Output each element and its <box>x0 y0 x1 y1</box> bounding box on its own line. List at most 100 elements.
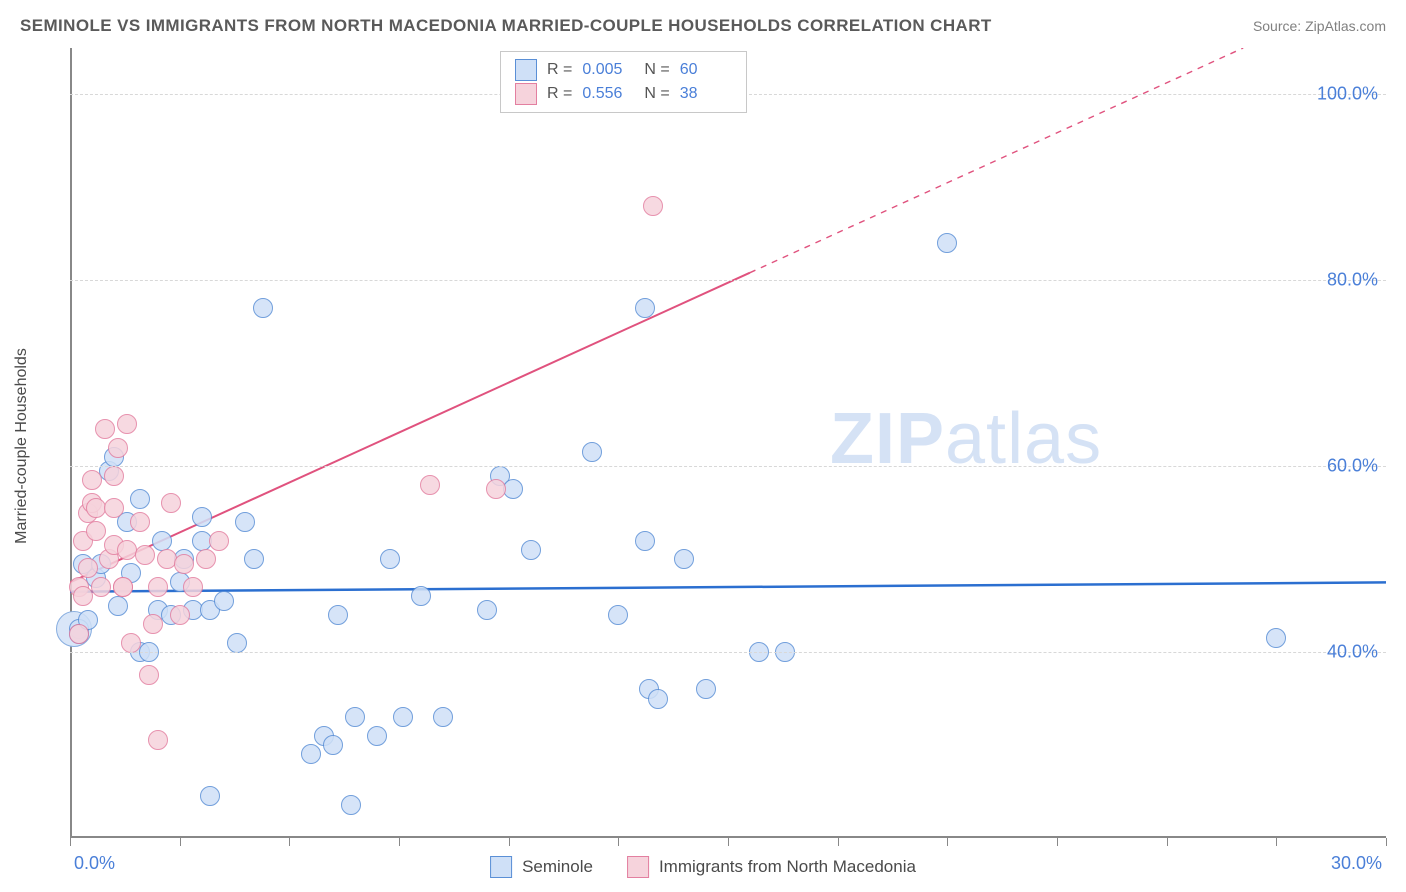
x-tick <box>1276 838 1277 846</box>
scatter-point <box>244 549 264 569</box>
y-tick-label: 60.0% <box>1327 456 1378 477</box>
scatter-point <box>161 493 181 513</box>
x-tick <box>289 838 290 846</box>
n-label: N = <box>644 82 669 106</box>
r-value-seminole: 0.005 <box>582 58 634 82</box>
scatter-point <box>152 531 172 551</box>
stats-row-macedonia: R = 0.556 N = 38 <box>515 82 732 106</box>
x-tick <box>1057 838 1058 846</box>
scatter-point <box>192 507 212 527</box>
y-axis-title: Married-couple Households <box>13 348 31 544</box>
plot-area: ZIPatlas 40.0%60.0%80.0%100.0% R = 0.005… <box>70 48 1386 838</box>
scatter-point <box>937 233 957 253</box>
x-tick <box>728 838 729 846</box>
y-tick-label: 40.0% <box>1327 642 1378 663</box>
scatter-point <box>91 577 111 597</box>
series-legend: Seminole Immigrants from North Macedonia <box>490 856 916 878</box>
scatter-point <box>214 591 234 611</box>
swatch-macedonia <box>627 856 649 878</box>
scatter-point <box>104 466 124 486</box>
scatter-point <box>582 442 602 462</box>
x-tick <box>1386 838 1387 846</box>
trend-lines <box>70 48 1386 838</box>
scatter-point <box>227 633 247 653</box>
gridline <box>70 466 1386 467</box>
x-tick <box>618 838 619 846</box>
scatter-point <box>148 577 168 597</box>
x-tick <box>838 838 839 846</box>
scatter-point <box>183 577 203 597</box>
scatter-point <box>235 512 255 532</box>
scatter-point <box>86 521 106 541</box>
scatter-point <box>121 633 141 653</box>
scatter-point <box>648 689 668 709</box>
y-tick-label: 80.0% <box>1327 270 1378 291</box>
gridline <box>70 652 1386 653</box>
scatter-point <box>69 624 89 644</box>
scatter-point <box>696 679 716 699</box>
scatter-point <box>104 498 124 518</box>
scatter-point <box>420 475 440 495</box>
scatter-point <box>209 531 229 551</box>
scatter-point <box>82 470 102 490</box>
scatter-point <box>393 707 413 727</box>
x-tick <box>70 838 71 846</box>
scatter-point <box>174 554 194 574</box>
stats-legend: R = 0.005 N = 60 R = 0.556 N = 38 <box>500 51 747 113</box>
scatter-point <box>323 735 343 755</box>
scatter-point <box>380 549 400 569</box>
scatter-point <box>78 558 98 578</box>
scatter-point <box>143 614 163 634</box>
n-value-macedonia: 38 <box>680 82 732 106</box>
scatter-point <box>113 577 133 597</box>
x-tick <box>180 838 181 846</box>
x-axis-min-label: 0.0% <box>74 853 115 874</box>
scatter-point <box>148 730 168 750</box>
legend-item-macedonia: Immigrants from North Macedonia <box>627 856 916 878</box>
x-tick <box>509 838 510 846</box>
scatter-point <box>367 726 387 746</box>
scatter-point <box>108 438 128 458</box>
scatter-point <box>200 786 220 806</box>
scatter-point <box>135 545 155 565</box>
r-label: R = <box>547 58 572 82</box>
swatch-macedonia <box>515 83 537 105</box>
x-tick <box>947 838 948 846</box>
source-attribution: Source: ZipAtlas.com <box>1253 18 1386 34</box>
scatter-point <box>635 531 655 551</box>
scatter-point <box>608 605 628 625</box>
scatter-point <box>196 549 216 569</box>
scatter-point <box>477 600 497 620</box>
y-tick-label: 100.0% <box>1317 84 1378 105</box>
swatch-seminole <box>490 856 512 878</box>
n-label: N = <box>644 58 669 82</box>
scatter-point <box>635 298 655 318</box>
scatter-point <box>301 744 321 764</box>
r-value-macedonia: 0.556 <box>582 82 634 106</box>
chart-title: SEMINOLE VS IMMIGRANTS FROM NORTH MACEDO… <box>20 16 992 36</box>
scatter-point <box>433 707 453 727</box>
scatter-point <box>95 419 115 439</box>
r-label: R = <box>547 82 572 106</box>
scatter-point <box>170 605 190 625</box>
scatter-point <box>328 605 348 625</box>
scatter-point <box>139 665 159 685</box>
scatter-point <box>674 549 694 569</box>
legend-label-seminole: Seminole <box>522 857 593 877</box>
scatter-point <box>486 479 506 499</box>
scatter-point <box>1266 628 1286 648</box>
x-tick <box>399 838 400 846</box>
scatter-point <box>341 795 361 815</box>
scatter-point <box>503 479 523 499</box>
scatter-point <box>345 707 365 727</box>
n-value-seminole: 60 <box>680 58 732 82</box>
stats-row-seminole: R = 0.005 N = 60 <box>515 58 732 82</box>
scatter-point <box>130 489 150 509</box>
legend-item-seminole: Seminole <box>490 856 593 878</box>
scatter-point <box>521 540 541 560</box>
scatter-point <box>130 512 150 532</box>
x-tick <box>1167 838 1168 846</box>
scatter-point <box>117 414 137 434</box>
gridline <box>70 280 1386 281</box>
swatch-seminole <box>515 59 537 81</box>
